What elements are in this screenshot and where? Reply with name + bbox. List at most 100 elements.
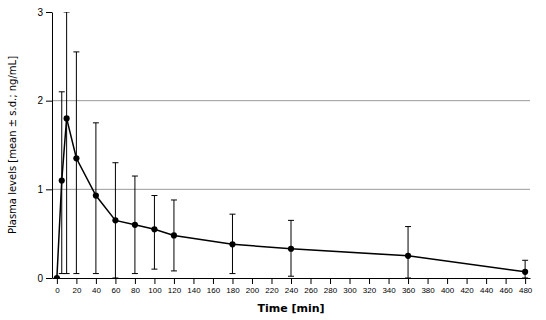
x-tick-mark [447,278,448,284]
x-tick: 120 [168,278,182,295]
error-cap-lower [132,273,138,274]
x-tick-mark [252,278,253,284]
point [522,269,528,275]
y-tick-mark [46,12,52,13]
x-tick-mark [311,278,312,284]
x-tick-mark [408,278,409,284]
x-tick-label: 20 [72,286,81,295]
x-tick-label: 460 [499,286,513,295]
point [132,222,138,228]
x-tick-mark [76,278,77,284]
error-cap-lower [93,273,99,274]
error-cap-upper [73,51,79,52]
y-tick-label: 1 [37,184,43,195]
x-tick-label: 360 [402,286,416,295]
x-tick-label: 80 [131,286,140,295]
x-tick-mark [213,278,214,284]
error-bar [76,52,77,274]
point [288,246,294,252]
x-tick-mark [96,278,97,284]
point [73,155,79,161]
x-tick: 480 [519,278,533,295]
y-tick: 0 [37,273,52,284]
grid [52,101,530,190]
error-cap-lower [171,270,177,271]
x-tick-mark [232,278,233,284]
x-tick-mark [369,278,370,284]
plot-area: 0204060801001201401601802002202402602803… [37,7,532,295]
x-tick-label: 300 [343,286,357,295]
x-tick: 140 [187,278,201,295]
y-tick-mark [46,101,52,102]
error-cap-upper [171,199,177,200]
y-tick-label: 2 [37,95,43,106]
x-tick: 60 [111,278,120,295]
point [405,253,411,259]
x-tick-mark [330,278,331,284]
x-tick: 200 [246,278,260,295]
x-tick-label: 200 [246,286,260,295]
x-tick: 100 [148,278,162,295]
x-tick-label: 40 [92,286,101,295]
grid-line [52,189,530,190]
y-tick: 3 [37,7,52,18]
x-axis-title: Time [min] [257,302,324,315]
x-tick-mark [115,278,116,284]
point [229,241,235,247]
error-cap-upper [151,195,157,196]
y-tick-mark [46,189,52,190]
grid-line [52,100,530,101]
x-tick: 360 [402,278,416,295]
error-bar [66,12,67,274]
x-tick-mark [350,278,351,284]
marks [54,12,528,278]
error-bar [408,227,409,278]
x-tick: 440 [480,278,494,295]
x-tick: 80 [131,278,140,295]
error-cap-lower [405,278,411,279]
x-tick-mark [428,278,429,284]
x-tick-mark [193,278,194,284]
x-tick-label: 240 [285,286,299,295]
y-axis-line [52,13,53,279]
x-tick-label: 400 [441,286,455,295]
x-tick-label: 260 [304,286,318,295]
x-tick-label: 140 [187,286,201,295]
error-cap-lower [151,269,157,270]
line [57,118,525,278]
x-tick-label: 480 [519,286,533,295]
markers [54,115,528,278]
error-cap-upper [93,122,99,123]
x-tick-label: 440 [480,286,494,295]
error-cap-lower [229,273,235,274]
y-tick-label: 3 [37,7,43,18]
x-tick: 320 [363,278,377,295]
point [59,177,65,183]
y-tick-label: 0 [37,273,43,284]
x-tick: 280 [324,278,338,295]
point [93,192,99,198]
x-tick-label: 0 [55,286,60,295]
chart: 0204060801001201401601802002202402602803… [0,0,546,320]
x-tick: 340 [382,278,396,295]
x-tick: 40 [92,278,101,295]
x-tick-mark [486,278,487,284]
x-axis: 0204060801001201401601802002202402602803… [53,278,533,295]
error-cap-upper [229,214,235,215]
x-tick: 180 [226,278,240,295]
error-cap-upper [288,220,294,221]
x-tick-label: 320 [363,286,377,295]
x-tick-label: 100 [148,286,162,295]
x-tick-mark [525,278,526,284]
x-tick: 400 [441,278,455,295]
error-cap-lower [64,273,70,274]
y-axis-title: Plasma levels [mean ± s.d.; ng/mL] [7,56,18,234]
error-cap-upper [405,226,411,227]
x-tick-mark [57,278,58,284]
y-axis: 0 1 2 3 [37,7,52,284]
x-tick: 240 [285,278,299,295]
error-cap-lower [112,278,118,279]
x-tick-mark [467,278,468,284]
error-cap-lower [522,278,528,279]
x-tick: 220 [265,278,279,295]
